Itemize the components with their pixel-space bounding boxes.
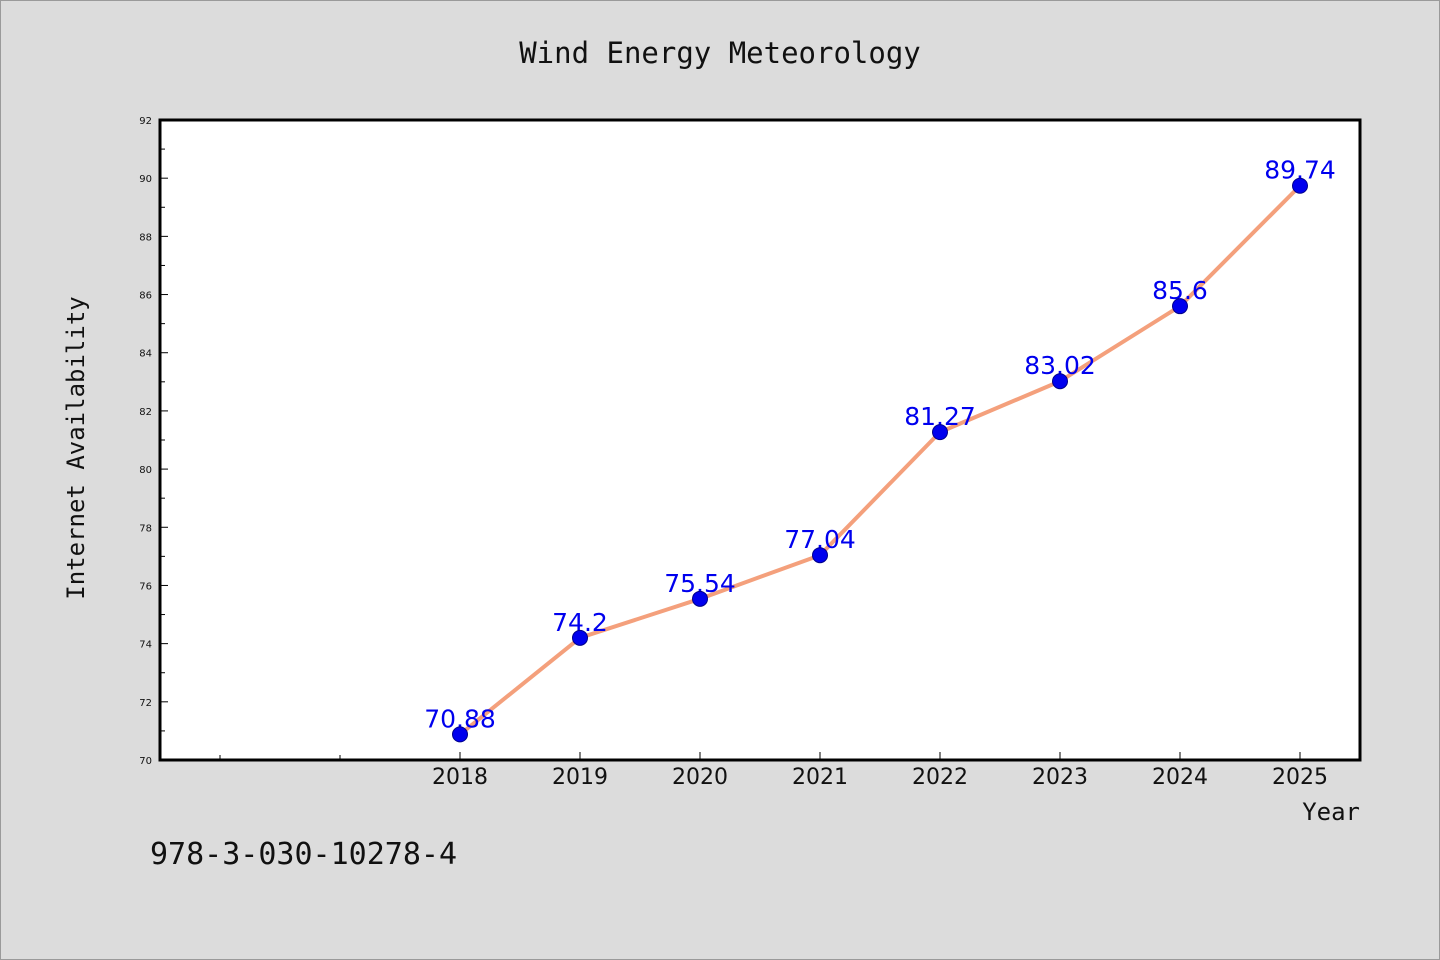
x-tick-label-2021: 2021	[792, 765, 848, 790]
data-point-2020	[692, 590, 708, 607]
x-tick-label-2023: 2023	[1032, 765, 1088, 790]
x-tick-label-2025: 2025	[1272, 765, 1328, 790]
x-tick-label-2019: 2019	[552, 765, 608, 790]
y-axis-label: Internet Availability	[62, 296, 90, 599]
data-point-2021	[812, 547, 828, 564]
data-point-2018	[452, 726, 468, 743]
isbn-annotation: 978-3-030-10278-4	[150, 837, 457, 872]
data-point-2024	[1172, 298, 1188, 315]
x-tick-label-2020: 2020	[672, 765, 728, 790]
y-tick-label-72: 72	[139, 698, 152, 709]
x-axis-ticks: 2018 2019 2020 2021 2022 2023 2024 2025	[219, 752, 1328, 790]
y-tick-label-70: 70	[139, 756, 152, 767]
data-point-2025	[1292, 177, 1308, 194]
series-line	[458, 183, 1302, 737]
y-tick-label-92: 92	[139, 116, 152, 127]
y-axis-ticks: 70 72 74 76 78 80 82 84 86 88 90 92	[139, 116, 168, 767]
y-tick-label-88: 88	[139, 232, 152, 243]
y-tick-label-80: 80	[139, 465, 152, 476]
chart-title: Wind Energy Meteorology	[519, 36, 921, 70]
x-tick-label-2024: 2024	[1152, 765, 1208, 790]
y-tick-label-76: 76	[139, 581, 152, 592]
data-point-2019	[572, 629, 588, 646]
x-axis-label: Year	[1302, 798, 1360, 826]
y-tick-label-74: 74	[139, 640, 152, 651]
x-tick-label-2018: 2018	[432, 765, 488, 790]
y-tick-label-90: 90	[139, 174, 152, 185]
x-tick-label-2022: 2022	[912, 765, 968, 790]
y-tick-label-86: 86	[139, 291, 152, 302]
y-tick-label-84: 84	[139, 349, 152, 360]
plot-area	[158, 118, 1362, 762]
y-tick-label-82: 82	[139, 407, 152, 418]
data-point-2023	[1052, 373, 1068, 390]
y-tick-label-78: 78	[139, 523, 152, 534]
data-point-2022	[932, 424, 948, 441]
